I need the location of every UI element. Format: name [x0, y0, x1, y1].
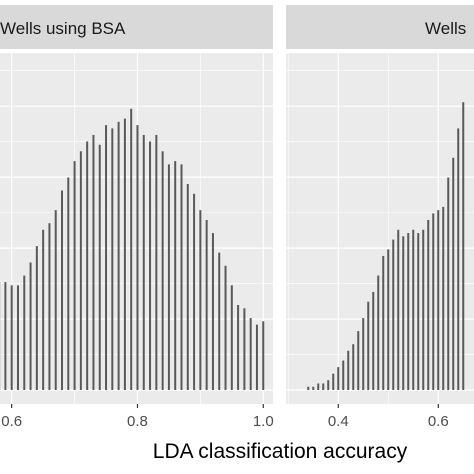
histogram-bar: [255, 324, 258, 390]
histogram-bar: [130, 108, 133, 390]
histogram-bar: [332, 373, 335, 390]
histogram-bar: [452, 157, 455, 390]
histogram-bar: [342, 360, 345, 390]
histogram-bar: [117, 121, 120, 391]
histogram-bar: [111, 128, 114, 390]
histogram-bar: [61, 190, 64, 390]
histogram-bar: [180, 164, 183, 390]
histogram-bar: [412, 229, 415, 390]
histogram-bar: [4, 282, 7, 390]
strip-right-title: Wells: [425, 19, 466, 38]
histogram-bar: [462, 102, 465, 391]
histogram-bar: [337, 367, 340, 390]
histogram-bar: [98, 144, 101, 390]
histogram-bar: [407, 233, 410, 390]
histogram-bar: [249, 318, 252, 390]
histogram-bar: [397, 229, 400, 390]
histogram-bar: [67, 177, 70, 390]
histogram-bar: [155, 134, 158, 390]
bars-right: [307, 102, 465, 391]
x-tick-label: 1.0: [253, 413, 274, 430]
histogram-bar: [352, 344, 355, 390]
histogram-bar: [422, 229, 425, 390]
histogram-bar: [347, 350, 350, 390]
histogram-bar: [174, 161, 177, 390]
histogram-bar: [322, 383, 325, 390]
histogram-bar: [362, 318, 365, 390]
histogram-bar: [243, 308, 246, 390]
strip-right-background: [286, 5, 474, 49]
histogram-bar: [307, 386, 310, 390]
histogram-bar: [23, 275, 26, 390]
histogram-bar: [205, 219, 208, 390]
histogram-bar: [357, 331, 360, 390]
histogram-bar: [432, 213, 435, 390]
histogram-bar: [35, 246, 38, 390]
histogram-bar: [73, 161, 76, 390]
histogram-bar: [29, 262, 32, 390]
histogram-bar: [442, 206, 445, 390]
x-tick-label: 0.4: [328, 413, 349, 430]
histogram-bar: [105, 125, 108, 390]
x-ticks-right: 0.4 0.6: [328, 404, 449, 430]
histogram-bar: [16, 285, 19, 390]
histogram-bar: [317, 383, 320, 390]
x-ticks-left: 0.6 0.8 1.0: [1, 404, 274, 430]
histogram-bar: [230, 285, 233, 390]
histogram-bar: [237, 304, 240, 390]
x-tick-label: 0.6: [428, 413, 449, 430]
histogram-bar: [447, 177, 450, 390]
histogram-bar: [262, 321, 265, 390]
histogram-bar: [79, 151, 82, 390]
panel-left: Wells using BSA 0.6 0.8 1.0: [0, 5, 274, 430]
strip-left-background: [0, 5, 273, 49]
histogram-bar: [142, 134, 145, 390]
histogram-bar: [193, 193, 196, 390]
histogram-bar: [387, 249, 390, 390]
histogram-bar: [92, 134, 95, 390]
histogram-bar: [54, 210, 57, 390]
histogram-bar: [392, 239, 395, 390]
histogram-bar: [367, 301, 370, 390]
histogram-bar: [42, 229, 45, 390]
histogram-bar: [161, 151, 164, 390]
histogram-bar: [402, 236, 405, 390]
histogram-bar: [377, 275, 380, 390]
histogram-bar: [218, 252, 221, 390]
panel-right: Wells 0.4 0.6: [286, 5, 474, 430]
histogram-bar: [48, 223, 51, 390]
histogram-bar: [186, 183, 189, 390]
histogram-bar: [457, 128, 460, 390]
histogram-bar: [427, 219, 430, 390]
histogram-bar: [417, 233, 420, 390]
histogram-bar: [372, 291, 375, 390]
x-axis-title: LDA classification accuracy: [153, 440, 408, 463]
histogram-bar: [199, 210, 202, 390]
strip-left-title: Wells using BSA: [0, 19, 126, 38]
histogram-bar: [211, 233, 214, 390]
histogram-bar: [10, 285, 13, 390]
histogram-bar: [224, 265, 227, 390]
histogram-bar: [86, 141, 89, 390]
x-tick-label: 0.8: [127, 413, 148, 430]
histogram-bar: [327, 380, 330, 390]
histogram-bar: [382, 255, 385, 390]
histogram-bar: [437, 210, 440, 390]
histogram-bar: [123, 118, 126, 390]
histogram-bar: [149, 141, 152, 390]
x-tick-label: 0.6: [1, 413, 22, 430]
histogram-bar: [136, 125, 139, 390]
histogram-bar: [167, 164, 170, 390]
bars-left: [0, 108, 265, 391]
histogram-bar: [312, 386, 315, 390]
